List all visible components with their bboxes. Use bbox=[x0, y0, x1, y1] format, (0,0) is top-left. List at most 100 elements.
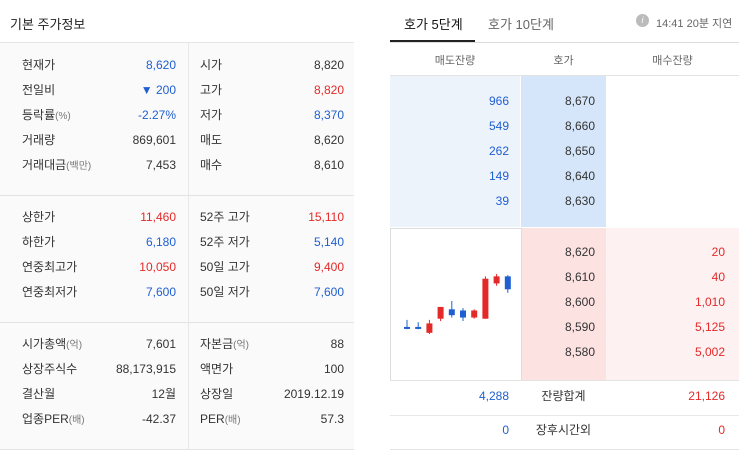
stat-value: ▼ 200 bbox=[140, 83, 176, 97]
tab-orderbook-5[interactable]: 호가 5단계 bbox=[404, 17, 463, 32]
stat-label: 저가 bbox=[200, 103, 222, 128]
column-divider bbox=[188, 43, 189, 450]
stat-value: 7,453 bbox=[145, 158, 176, 172]
stat-value: 88,173,915 bbox=[115, 362, 176, 376]
stat-value: 100 bbox=[323, 362, 344, 376]
summary-divider bbox=[390, 380, 739, 381]
stat-label: 50일 저가 bbox=[200, 280, 250, 305]
bid-price[interactable]: 8,600 bbox=[564, 295, 595, 309]
summary-row-divider bbox=[390, 415, 739, 416]
stat-value: 7,600 bbox=[145, 285, 176, 299]
header-bid-qty: 매수잔량 bbox=[652, 55, 693, 67]
stat-unit: (배) bbox=[224, 415, 241, 426]
stat-label-text: 연중최고가 bbox=[22, 260, 78, 274]
stat-label-text: 현재가 bbox=[22, 58, 56, 72]
basic-info-panel bbox=[0, 43, 354, 450]
stat-label: 52주 저가 bbox=[200, 230, 250, 255]
stat-label-text: PER bbox=[200, 412, 225, 426]
stat-label: 52주 고가 bbox=[200, 205, 250, 230]
ask-price[interactable]: 8,630 bbox=[564, 194, 595, 208]
section-divider bbox=[0, 195, 354, 196]
bid-qty: 40 bbox=[711, 270, 725, 284]
header-divider bbox=[390, 75, 739, 76]
stat-label-text: 자본금 bbox=[200, 337, 234, 351]
stat-value: 8,610 bbox=[313, 158, 344, 172]
stat-label: 시가 bbox=[200, 53, 222, 78]
stat-label: 50일 고가 bbox=[200, 255, 250, 280]
bid-price[interactable]: 8,620 bbox=[564, 245, 595, 259]
ask-price[interactable]: 8,660 bbox=[564, 119, 595, 133]
stat-label: 고가 bbox=[200, 78, 222, 103]
mini-candle-chart bbox=[404, 274, 511, 334]
stat-row: 상한가 11,460 52주 고가 15,110 bbox=[0, 205, 354, 230]
stat-label: 전일비 bbox=[22, 78, 55, 103]
stat-label: 매도 bbox=[200, 128, 222, 153]
bid-price[interactable]: 8,580 bbox=[564, 345, 595, 359]
ask-qty: 149 bbox=[488, 169, 509, 183]
stat-label-text: 52주 고가 bbox=[200, 210, 250, 224]
ask-price[interactable]: 8,640 bbox=[564, 169, 595, 183]
section-divider bbox=[0, 322, 354, 323]
candle-body bbox=[482, 278, 489, 319]
bid-price[interactable]: 8,610 bbox=[564, 270, 595, 284]
stat-value: 10,050 bbox=[139, 260, 176, 274]
stat-value: 6,180 bbox=[145, 235, 176, 249]
candle-body bbox=[460, 310, 466, 318]
stat-label-text: 매도 bbox=[200, 133, 223, 147]
ask-qty: 966 bbox=[488, 94, 509, 108]
stat-label-text: 상장주식수 bbox=[22, 362, 78, 376]
stat-value: 869,601 bbox=[132, 133, 176, 147]
stat-value: -2.27% bbox=[137, 108, 176, 122]
candle-body bbox=[493, 276, 500, 284]
stat-label: 상장주식수 bbox=[22, 357, 77, 382]
stat-label: 현재가 bbox=[22, 53, 55, 78]
stat-unit: (백만) bbox=[66, 161, 92, 172]
ask-price[interactable]: 8,650 bbox=[564, 144, 595, 158]
stat-label: 자본금(억) bbox=[200, 332, 249, 358]
stat-unit: (억) bbox=[66, 340, 83, 351]
stat-label-text: 업종PER bbox=[22, 412, 69, 426]
stat-value: -42.37 bbox=[141, 412, 176, 426]
stat-label-text: 시가총액 bbox=[22, 337, 67, 351]
candle-body bbox=[437, 306, 444, 319]
stat-label: 거래량 bbox=[22, 128, 55, 153]
stat-label: 업종PER(배) bbox=[22, 407, 85, 433]
stat-row: 시가총액(억) 7,601 자본금(억) 88 bbox=[0, 332, 354, 357]
bid-qty: 1,010 bbox=[694, 295, 725, 309]
bid-qty: 20 bbox=[711, 245, 725, 259]
delay-notice: 14:41 20분 지연 bbox=[656, 18, 733, 30]
stat-label: 상장일 bbox=[200, 382, 233, 407]
stat-label-text: 거래대금 bbox=[22, 158, 67, 172]
stat-label-text: 50일 고가 bbox=[200, 260, 250, 274]
ask-qty: 262 bbox=[488, 144, 509, 158]
summary-ask: 0 bbox=[502, 423, 509, 437]
stat-row: 업종PER(배) -42.37 PER(배) 57.3 bbox=[0, 407, 354, 432]
stat-value: 7,601 bbox=[145, 337, 176, 351]
stat-value: 8,620 bbox=[145, 58, 176, 72]
header-ask-qty: 매도잔량 bbox=[434, 55, 476, 67]
stat-row: 전일비 ▼ 200 고가 8,820 bbox=[0, 78, 354, 103]
ask-qty: 549 bbox=[488, 119, 509, 133]
stat-value: 7,600 bbox=[313, 285, 344, 299]
candle-body bbox=[415, 326, 422, 329]
stat-label-text: 전일비 bbox=[22, 83, 56, 97]
ask-price[interactable]: 8,670 bbox=[564, 94, 595, 108]
stat-label: 액면가 bbox=[200, 357, 233, 382]
bid-qty: 5,002 bbox=[694, 345, 725, 359]
stat-label: 거래대금(백만) bbox=[22, 153, 91, 179]
stat-label: 시가총액(억) bbox=[22, 332, 82, 358]
stat-label-text: 50일 저가 bbox=[200, 285, 250, 299]
stat-label: 매수 bbox=[200, 153, 222, 178]
ask-qty: 39 bbox=[495, 194, 509, 208]
stat-unit: (억) bbox=[233, 340, 249, 351]
bid-price[interactable]: 8,590 bbox=[564, 320, 595, 334]
ask-qty-area bbox=[390, 76, 520, 227]
stat-row: 거래량 869,601 매도 8,620 bbox=[0, 128, 354, 153]
candle-body bbox=[426, 323, 433, 333]
info-icon[interactable]: i bbox=[636, 14, 649, 27]
stat-label-text: 액면가 bbox=[200, 362, 234, 376]
tab-orderbook-10[interactable]: 호가 10단계 bbox=[488, 17, 554, 32]
stat-value: 15,110 bbox=[308, 210, 344, 224]
stat-label: PER(배) bbox=[200, 407, 241, 433]
header-price: 호가 bbox=[553, 55, 574, 67]
